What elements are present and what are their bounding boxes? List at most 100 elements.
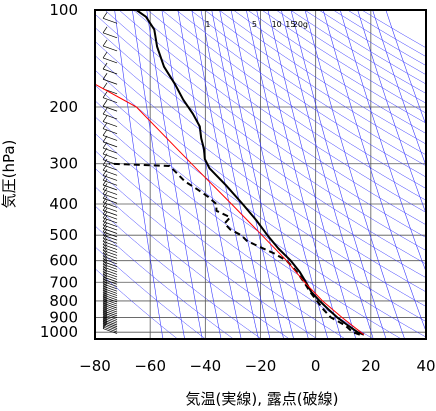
x-axis-title: 気温(実線), 露点(破線) [186,390,339,408]
wind-barb-feather [102,282,108,289]
wind-barb-feather [102,284,108,291]
wind-barb-feather [102,82,108,89]
wind-barb-feather [102,187,108,195]
wind-barb [102,193,118,200]
wind-barb [102,78,118,85]
wind-barb [102,324,118,331]
mixing-ratio-label: 5 [252,20,257,29]
wind-barb [102,244,118,250]
wind-barb-feather [102,273,108,280]
wind-barb [102,68,118,75]
wind-barb-feather [102,164,108,171]
y-tick-label: 100 [49,1,78,19]
dry-adiabat-line [176,10,426,178]
wind-barb-feather [102,158,108,166]
y-tick-label: 800 [49,292,78,310]
wind-barb-feather [102,196,108,203]
mixing-ratio-line [322,10,426,333]
y-tick-label: 700 [49,273,78,291]
mixing-ratio-line [200,10,271,339]
mixing-ratio-line [267,10,357,339]
wind-barb [102,170,118,176]
dry-adiabat-line [95,186,290,339]
dry-adiabat-line [95,100,426,338]
wind-barb [102,241,118,247]
wind-barb [102,304,118,311]
wind-barb-feather [102,268,108,275]
mixing-ratio-label: 20g [293,20,308,29]
mixing-ratio-line [132,10,185,339]
wind-barb [102,296,118,303]
wind-barb [102,274,118,280]
profile-series [95,10,365,336]
wind-barb [102,57,118,64]
wind-barb [102,141,118,148]
wind-barb [102,308,118,315]
mixing-ratio-line [146,10,203,339]
wind-barb [102,278,118,285]
y-tick-label: 300 [49,155,78,173]
dry-adiabat-line [95,40,426,279]
wind-barb [102,164,118,171]
wind-barb-feather [102,174,108,181]
wind-barb [102,153,118,160]
dry-adiabat-line [333,10,426,66]
x-tick-label: −60 [134,357,166,375]
wind-barb [102,45,118,52]
wind-barb-feather [102,178,108,186]
dry-adiabat-line [95,205,262,339]
dry-adiabat-line [95,116,402,339]
wind-barb [102,326,118,333]
wind-barb [102,197,118,204]
dry-adiabat-line [190,10,426,167]
wind-barb [102,261,118,267]
mixing-ratio-line [281,10,374,339]
wind-barb-feather [102,258,108,265]
wind-barb-feather [102,122,108,129]
dry-adiabat-line [95,268,178,339]
wind-barb [102,184,118,191]
wind-barb-feather [102,255,108,262]
wind-barb [102,97,118,104]
mixing-ratio-line [191,10,259,339]
wind-barb [102,263,118,270]
x-tick-label: −80 [79,357,111,375]
wind-barb [102,32,118,39]
wind-barb-feather [102,115,108,122]
dry-adiabat-line [95,27,426,265]
wind-barb [102,283,118,290]
wind-barb [102,317,118,324]
mixing-ratio-line [304,10,405,339]
wind-barb [102,206,118,212]
mixing-ratio-label: 1 [205,20,210,29]
wind-barb-feather [102,192,108,199]
wind-barb [102,316,118,322]
wind-barb-feather [102,51,108,59]
mixing-ratio-line [246,10,329,339]
dry-adiabat-line [261,10,426,114]
mixing-ratio-line [372,10,426,167]
dry-adiabat-line [133,10,426,213]
wind-barb [102,276,118,283]
x-tick-label: −40 [190,357,222,375]
wind-barb-feather [102,252,108,260]
x-tick-labels: −80 −60 −40 −20 0 20 40 [79,357,435,375]
wind-barb [102,121,118,127]
wind-barb [102,298,118,305]
wind-barb [102,253,118,259]
wind-barb [102,258,118,265]
x-tick-label: −20 [245,357,277,375]
dry-adiabat-line [95,150,346,339]
wind-barb [102,321,118,328]
wind-barb-feather [102,277,108,285]
wind-barb [102,224,118,231]
wind-barb [102,247,118,253]
x-tick-label: 40 [416,357,435,375]
wind-barb [102,314,118,320]
mixing-ratio-line [114,10,164,339]
wind-barb [102,113,118,120]
wind-barb [102,312,118,319]
wind-barb [102,128,118,134]
